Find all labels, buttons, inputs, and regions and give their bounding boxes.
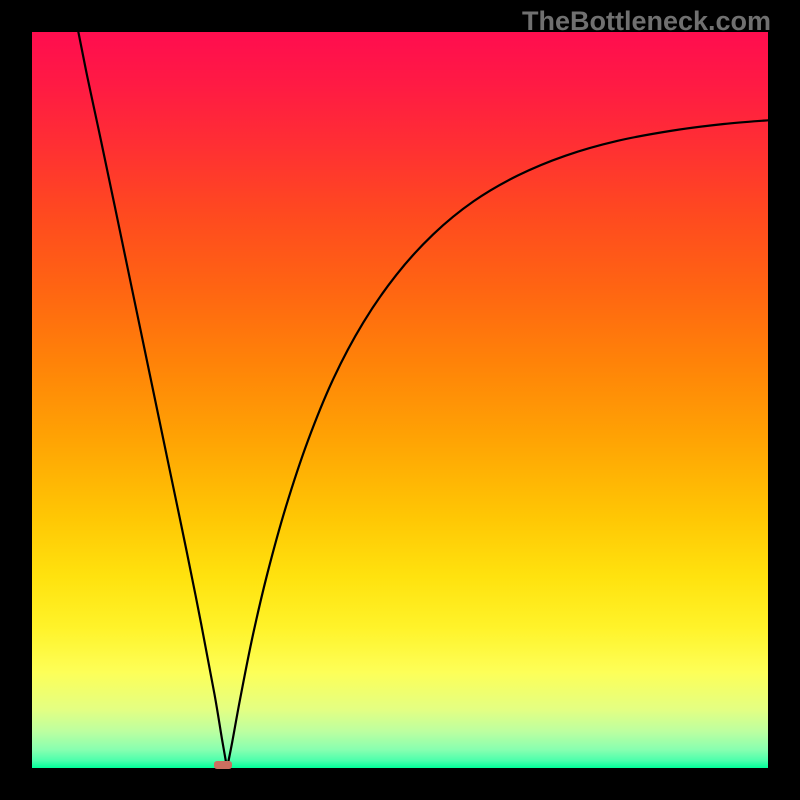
chart-container: TheBottleneck.com <box>0 0 800 800</box>
minimum-marker <box>214 761 232 769</box>
plot-area <box>32 32 768 768</box>
bottleneck-curve <box>32 32 768 768</box>
watermark-text: TheBottleneck.com <box>522 6 771 37</box>
